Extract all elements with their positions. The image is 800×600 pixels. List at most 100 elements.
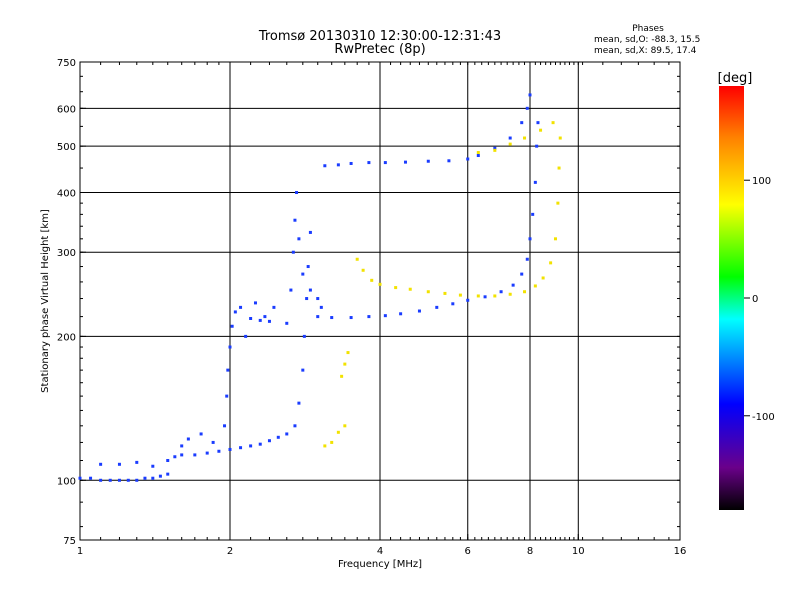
data-point (99, 462, 103, 466)
data-point (228, 447, 232, 451)
y-tick-label: 75 (63, 536, 76, 547)
data-point (520, 121, 524, 125)
colorbar (719, 86, 744, 510)
series-O (78, 93, 540, 482)
data-point (535, 144, 539, 148)
data-point (336, 163, 340, 167)
x-tick-label: 2 (227, 546, 233, 557)
data-point (323, 444, 327, 448)
x-tick-label: 4 (377, 546, 383, 557)
data-point (89, 476, 93, 480)
data-point (143, 476, 147, 480)
data-point (276, 435, 280, 439)
y-tick-label: 500 (57, 142, 76, 153)
data-point (520, 272, 524, 276)
data-point (126, 478, 130, 482)
axis-ticks: 1 2 4 6 8 10 16 75 100 200 300 400 500 600 750 (57, 58, 686, 557)
data-point (539, 128, 543, 132)
data-point (151, 464, 155, 468)
y-axis-label: Stationary phase Virtual Height [km] (40, 209, 51, 393)
data-point (217, 449, 221, 453)
data-point (394, 286, 398, 290)
y-tick-label: 300 (57, 248, 76, 259)
data-point (355, 257, 359, 261)
data-point (330, 440, 334, 444)
data-point (340, 374, 344, 378)
data-point (536, 121, 540, 125)
data-point (267, 439, 271, 443)
data-point (253, 301, 257, 305)
data-point (285, 321, 289, 325)
data-point (316, 315, 320, 319)
data-point (249, 316, 253, 320)
data-point (476, 294, 480, 298)
data-point (302, 334, 306, 338)
data-point (511, 283, 515, 287)
data-point (551, 121, 555, 125)
data-point (151, 476, 155, 480)
x-tick-label: 8 (527, 546, 533, 557)
data-point (319, 305, 323, 309)
data-point (533, 180, 537, 184)
data-point (349, 161, 353, 165)
data-point (193, 453, 197, 457)
x-tick-label: 16 (674, 546, 687, 557)
y-tick-label: 400 (57, 188, 76, 199)
data-point (343, 424, 347, 428)
data-point (226, 368, 230, 372)
data-point (508, 142, 512, 146)
data-point (476, 154, 480, 158)
data-point (306, 265, 310, 269)
data-point (553, 237, 557, 241)
data-point (383, 314, 387, 318)
data-point (399, 312, 403, 316)
data-point (295, 190, 299, 194)
data-point (447, 159, 451, 163)
data-point (233, 310, 237, 314)
data-point (383, 161, 387, 165)
data-point (205, 451, 209, 455)
data-point (466, 298, 470, 302)
data-point (301, 368, 305, 372)
data-point (361, 268, 365, 272)
data-point (135, 460, 139, 464)
data-point (323, 164, 327, 168)
data-point (186, 437, 190, 441)
data-point (211, 440, 215, 444)
data-point (508, 292, 512, 296)
data-point (180, 453, 184, 457)
data-point (239, 305, 243, 309)
data-point (291, 250, 295, 254)
data-point (483, 295, 487, 299)
data-point (346, 351, 350, 355)
data-point (403, 160, 407, 164)
data-point (458, 293, 462, 297)
y-tick-label: 600 (57, 104, 76, 115)
data-point (99, 478, 103, 482)
data-point (451, 302, 455, 306)
data-point (225, 394, 229, 398)
data-point (117, 478, 121, 482)
phases-mean-o: mean, sd,O: -88.3, 15.5 (594, 35, 700, 45)
data-point (378, 282, 382, 286)
data-point (117, 462, 121, 466)
data-point (199, 432, 203, 436)
data-point (289, 288, 293, 292)
data-point (135, 478, 139, 482)
data-point (263, 315, 267, 319)
data-point (316, 297, 320, 301)
data-point (533, 284, 537, 288)
data-point (523, 136, 527, 140)
data-point (476, 150, 480, 154)
y-tick-label: 100 (57, 476, 76, 487)
data-point (493, 294, 497, 298)
phases-mean-x: mean, sd,X: 89.5, 17.4 (594, 46, 697, 56)
data-point (308, 288, 312, 292)
chart-title: Tromsø 20130310 12:30:00-12:31:43 (258, 29, 501, 44)
data-point (228, 345, 232, 349)
data-point (297, 401, 301, 405)
y-tick-label: 200 (57, 332, 76, 343)
data-point (443, 291, 447, 295)
x-tick-label: 1 (77, 546, 83, 557)
